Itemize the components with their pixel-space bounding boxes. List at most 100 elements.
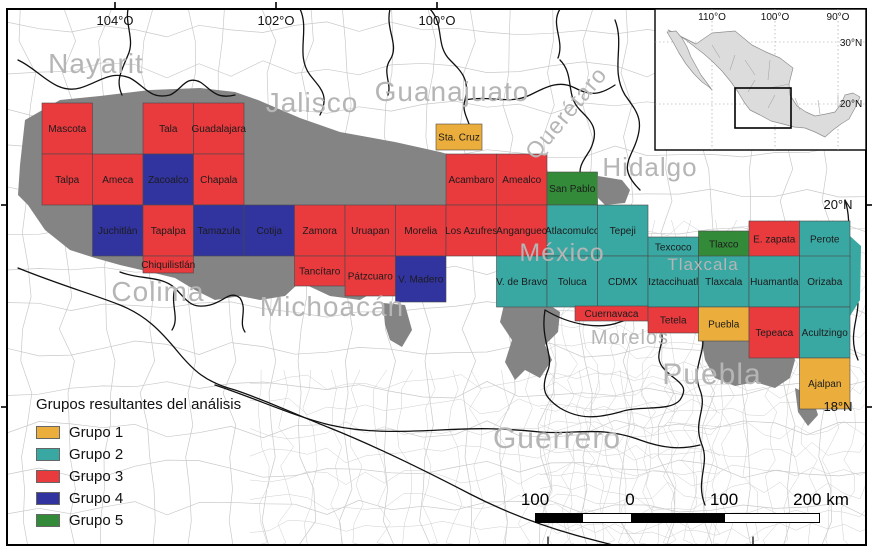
grid-cell-ajalpan[interactable] bbox=[799, 357, 851, 410]
grid-cell-tlaxco[interactable] bbox=[698, 230, 750, 258]
grid-cell-tepeaca[interactable] bbox=[748, 306, 800, 359]
grid-cell-angangueo[interactable] bbox=[496, 204, 548, 257]
grid-cell-cdmx[interactable] bbox=[597, 255, 649, 308]
grid-cell-p-tzcuaro[interactable] bbox=[344, 255, 396, 297]
cell-label-toluca: Toluca bbox=[558, 277, 587, 288]
grid-cell-talpa[interactable] bbox=[41, 153, 93, 206]
grid-cell-ameca[interactable] bbox=[92, 153, 144, 206]
grid-cell-perote[interactable] bbox=[799, 220, 851, 258]
inset-top-label-100-o: 100°O bbox=[761, 12, 790, 23]
grid-cell-acultzingo[interactable] bbox=[799, 306, 851, 359]
cell-label-ajalpan: Ajalpan bbox=[808, 379, 841, 390]
scale-segment-black-2 bbox=[631, 514, 725, 522]
cell-label-chiquilistl-n: Chiquilistlán bbox=[141, 260, 195, 271]
cell-label-v-madero: V. Madero bbox=[398, 275, 444, 286]
state-label-puebla: Puebla bbox=[662, 358, 761, 391]
scale-segment-white-2 bbox=[725, 514, 819, 522]
state-label-tlaxcala: Tlaxcala bbox=[667, 255, 738, 274]
cell-label-tamazula: Tamazula bbox=[197, 226, 240, 237]
cell-label-perote: Perote bbox=[810, 235, 840, 246]
mesh-line bbox=[302, 369, 318, 545]
scale-label-200km: 200 km bbox=[793, 490, 849, 509]
mesh-line bbox=[517, 369, 533, 545]
scale-label-100-left: 100 bbox=[520, 490, 550, 509]
top-axis-label-104-o: 104°O bbox=[96, 13, 133, 28]
mesh-line bbox=[249, 372, 721, 390]
cell-label-orizaba: Orizaba bbox=[807, 277, 842, 288]
grid-cell-tepeji[interactable] bbox=[597, 204, 649, 257]
cell-label-iztaccihuatl: Iztaccihuatl bbox=[648, 277, 698, 288]
cell-label-chapala: Chapala bbox=[200, 175, 238, 186]
cell-label-tala: Tala bbox=[159, 124, 178, 135]
cell-label-v-de-bravo: V. de Bravo bbox=[496, 277, 548, 288]
cell-label-atlacomulco: Atlacomulco bbox=[545, 226, 600, 237]
top-axis-label-102-o: 102°O bbox=[257, 13, 294, 28]
grid-cell-toluca[interactable] bbox=[546, 255, 598, 308]
top-axis-label-100-o: 100°O bbox=[418, 13, 455, 28]
grid-cell-guadalajara[interactable] bbox=[193, 102, 245, 155]
mesh-line bbox=[7, 499, 866, 517]
teal-fringe bbox=[850, 236, 861, 316]
mesh-line bbox=[421, 369, 438, 545]
mesh-line bbox=[373, 369, 391, 545]
mesh-line bbox=[249, 420, 721, 440]
grid-cell-tamazula[interactable] bbox=[193, 204, 245, 257]
grid-cell-tala[interactable] bbox=[142, 102, 194, 155]
cell-label-acultzingo: Acultzingo bbox=[802, 328, 849, 339]
grid-cell-chapala[interactable] bbox=[193, 153, 245, 206]
cell-label-los-azufres: Los Azufres bbox=[445, 226, 497, 237]
mesh-line bbox=[662, 369, 679, 545]
legend-item-grupo-2: Grupo 2 bbox=[36, 443, 241, 465]
cell-label-angangueo: Angangueo bbox=[496, 226, 548, 237]
grid-cell-morelia[interactable] bbox=[395, 204, 447, 257]
mesh-line bbox=[539, 462, 866, 477]
grid-cell-huamantla[interactable] bbox=[748, 255, 800, 308]
mesh-line bbox=[249, 470, 721, 487]
grid-cell-sta-cruz[interactable] bbox=[435, 123, 483, 151]
state-label-morelos: Morelos bbox=[591, 327, 669, 349]
mesh-line bbox=[349, 369, 364, 545]
cell-label-texcoco: Texcoco bbox=[655, 243, 692, 254]
grid-cell-zacoalco[interactable] bbox=[142, 153, 194, 206]
grid-cell-v-madero[interactable] bbox=[395, 255, 447, 303]
inset-state-lines bbox=[711, 44, 839, 115]
inset-top-label-90-o: 90°O bbox=[827, 12, 850, 23]
grid-cell-san-pablo[interactable] bbox=[546, 171, 598, 206]
scale-bar-segments bbox=[535, 513, 820, 523]
grid-cell-cotija[interactable] bbox=[243, 204, 295, 257]
grid-cell-acambaro[interactable] bbox=[445, 153, 497, 206]
legend-item-grupo-5: Grupo 5 bbox=[36, 509, 241, 531]
cell-label-amealco: Amealco bbox=[502, 175, 541, 186]
grid-cell-tanc-taro[interactable] bbox=[294, 255, 346, 287]
cell-label-tapalpa: Tapalpa bbox=[151, 226, 186, 237]
grid-cell-mascota[interactable] bbox=[41, 102, 93, 155]
mesh-line bbox=[277, 369, 294, 545]
mesh-line bbox=[396, 369, 413, 545]
grid-cell-atlacomulco[interactable] bbox=[546, 204, 598, 257]
cell-label-p-tzcuaro: Pátzcuaro bbox=[348, 272, 393, 283]
mesh-line bbox=[249, 397, 721, 415]
cell-label-sta-cruz: Sta. Cruz bbox=[438, 133, 480, 144]
mesh-line bbox=[616, 369, 630, 545]
state-label-michoac-n: Michoacán bbox=[260, 291, 404, 322]
grid-cell-v-de-bravo[interactable] bbox=[496, 255, 548, 308]
grid-cell-uruapan[interactable] bbox=[344, 204, 396, 257]
mesh-line bbox=[18, 9, 36, 545]
grid-cell-tetela[interactable] bbox=[647, 306, 699, 334]
mesh-line bbox=[539, 421, 866, 440]
grid-cell-e-zapata[interactable] bbox=[748, 220, 800, 258]
grid-cell-chiquilistl-n[interactable] bbox=[142, 255, 194, 274]
grid-cell-orizaba[interactable] bbox=[799, 255, 851, 308]
mesh-line bbox=[249, 493, 721, 511]
grid-cell-tlaxcala[interactable] bbox=[698, 255, 750, 308]
mexico-silhouette bbox=[666, 29, 861, 138]
grid-cell-los-azufres[interactable] bbox=[445, 204, 497, 257]
cell-label-zacoalco: Zacoalco bbox=[148, 175, 189, 186]
inset-labels-layer: 110°O 100°O 90°O 30°N 20°N bbox=[698, 12, 862, 110]
mesh-line bbox=[492, 369, 510, 545]
inset-top-label-110-o: 110°O bbox=[698, 12, 726, 23]
inset-right-label-20-n: 20°N bbox=[840, 99, 862, 110]
